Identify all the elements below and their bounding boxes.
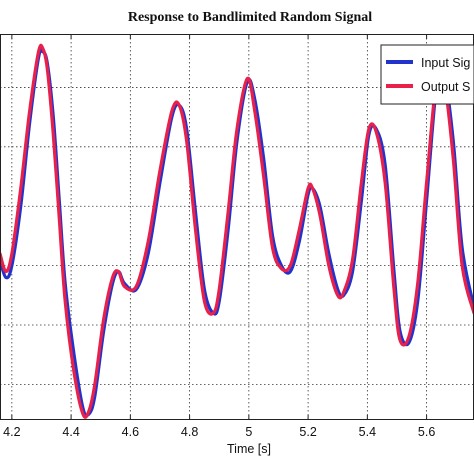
series-lines [0,43,474,419]
x-tick-label: 4.2 [3,425,20,439]
x-tick-label: 5.6 [418,425,435,439]
x-tick-label: 4.6 [122,425,139,439]
x-tick-label: 5.4 [359,425,376,439]
legend: Input Sig Output S [380,44,474,105]
x-tick-label: 5 [245,425,252,439]
x-axis-label: Time [s] [227,442,271,456]
x-tick-label: 4.4 [62,425,79,439]
x-tick-label: 4.8 [181,425,198,439]
x-tick-label: 5.2 [299,425,316,439]
legend-box [380,44,474,105]
x-axis-ticks: 4.2 4.4 4.6 4.8 5 5.2 5.4 5.6 [3,34,435,439]
legend-entry: Output S [421,80,470,94]
series-line-output [0,43,474,419]
legend-entry: Input Sig [421,56,470,70]
chart-title: Response to Bandlimited Random Signal [128,10,372,25]
